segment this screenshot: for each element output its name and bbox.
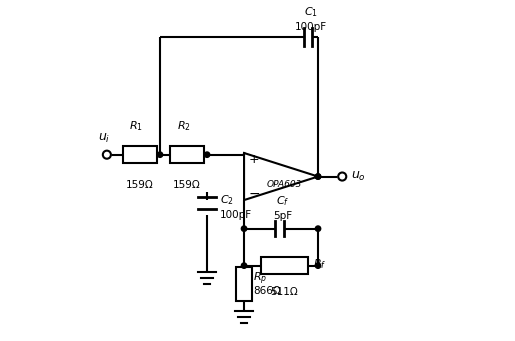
Text: $R_{f}$: $R_{f}$ bbox=[313, 257, 327, 271]
Text: $R_1$: $R_1$ bbox=[129, 119, 144, 133]
Text: $R_{p}$: $R_{p}$ bbox=[253, 271, 268, 287]
Bar bbox=[123, 146, 157, 163]
Text: 100pF: 100pF bbox=[295, 22, 328, 32]
Circle shape bbox=[338, 173, 346, 181]
Text: 866Ω: 866Ω bbox=[253, 286, 281, 296]
Text: 5pF: 5pF bbox=[273, 211, 293, 221]
Bar bbox=[261, 257, 308, 274]
Text: $C_2$: $C_2$ bbox=[220, 193, 234, 207]
Text: $u_{o}$: $u_{o}$ bbox=[351, 170, 366, 183]
Circle shape bbox=[242, 263, 247, 268]
Circle shape bbox=[103, 151, 111, 159]
Circle shape bbox=[315, 174, 321, 179]
Bar bbox=[170, 146, 204, 163]
Circle shape bbox=[315, 174, 321, 179]
Text: $u_{i}$: $u_{i}$ bbox=[98, 132, 111, 145]
Text: +: + bbox=[249, 153, 260, 166]
Text: $C_1$: $C_1$ bbox=[304, 5, 318, 18]
Text: 159Ω: 159Ω bbox=[126, 180, 153, 190]
Circle shape bbox=[315, 263, 321, 268]
Circle shape bbox=[204, 152, 210, 157]
Text: 100pF: 100pF bbox=[220, 210, 252, 220]
Circle shape bbox=[157, 152, 163, 157]
Circle shape bbox=[315, 226, 321, 231]
Text: $C_{f}$: $C_{f}$ bbox=[276, 195, 289, 208]
Bar bbox=[236, 267, 252, 301]
Text: OPA603: OPA603 bbox=[267, 180, 302, 190]
Text: 511Ω: 511Ω bbox=[270, 287, 298, 297]
Text: $R_2$: $R_2$ bbox=[177, 119, 191, 133]
Circle shape bbox=[242, 226, 247, 231]
Text: −: − bbox=[248, 186, 260, 201]
Text: 159Ω: 159Ω bbox=[173, 180, 201, 190]
